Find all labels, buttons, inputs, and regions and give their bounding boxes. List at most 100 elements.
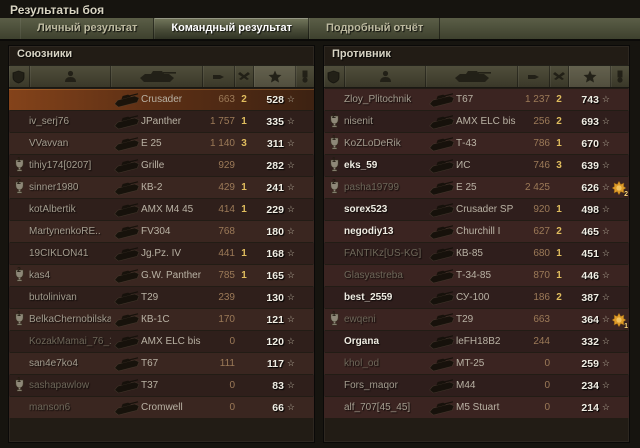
player-row[interactable]: KozakMamai_76_1 AMX ELC bis 0 120 ☆: [9, 331, 314, 352]
player-name: manson6: [29, 402, 71, 413]
medal-cell: [295, 155, 313, 176]
player-row[interactable]: MartynenkoRE.. FV304 768 180 ☆: [9, 221, 314, 242]
column-achievements[interactable]: [611, 66, 629, 87]
xp-value: 332: [581, 335, 599, 348]
tab-team-result[interactable]: Командный результат: [154, 18, 309, 39]
xp-value: 693: [581, 115, 599, 128]
xp-star-icon: ☆: [286, 226, 295, 236]
xp-value: 259: [581, 357, 599, 370]
player-name: nisenit: [344, 116, 373, 127]
medal-cell: [295, 309, 313, 330]
player-row[interactable]: 1 ewqeni T29 663 364 ☆ 1: [324, 309, 629, 330]
medal-cell: [610, 133, 628, 154]
column-experience[interactable]: [568, 66, 612, 87]
player-row[interactable]: manson6 Cromwell 0 66 ☆: [9, 397, 314, 418]
xp-star-icon: ☆: [286, 248, 295, 258]
frags-value: 2: [556, 226, 562, 237]
column-experience[interactable]: [253, 66, 297, 87]
column-damage[interactable]: [203, 66, 236, 87]
player-row[interactable]: 1 BelkaChernobilskay КВ-1С 170 121 ☆: [9, 309, 314, 330]
column-clan[interactable]: [324, 66, 345, 87]
player-row[interactable]: alf_707[45_45] M5 Stuart 0 214 ☆: [324, 397, 629, 418]
player-row[interactable]: 1 KoZLoDeRik Т-43 786 1 670 ☆: [324, 133, 629, 154]
tank-icon: [111, 401, 141, 416]
player-row[interactable]: 2 nisenit AMX ELC bis 256 2 693 ☆: [324, 111, 629, 132]
tank-icon: [426, 335, 456, 350]
player-row[interactable]: 2 pasha19799 E 25 2 425 626 ☆ 2: [324, 177, 629, 198]
xp-value: 165: [266, 269, 284, 282]
tank-name: leFH18B2: [456, 336, 501, 347]
xp-star-icon: ☆: [286, 314, 295, 324]
tank-name: G.W. Panther: [141, 270, 202, 281]
tank-name: Т-34-85: [456, 270, 492, 281]
player-row[interactable]: 1 sashapawlow T37 0 83 ☆: [9, 375, 314, 396]
player-row[interactable]: Glasyastreba Т-34-85 870 1 446 ☆: [324, 265, 629, 286]
vehicle-cell: AMX ELC bis: [111, 331, 203, 352]
player-row[interactable]: Zloy_Plitochnik T67 1 237 2 743 ☆: [324, 89, 629, 110]
player-row[interactable]: sorex523 Crusader SP 920 1 498 ☆: [324, 199, 629, 220]
frags-value: 1: [556, 204, 562, 215]
damage-value: 786: [533, 138, 550, 149]
medal-cell: [610, 287, 628, 308]
enemies-panel: Противник Zloy_Plitochnik: [323, 45, 630, 443]
vehicle-cell: T67: [426, 89, 518, 110]
player-row[interactable]: kotAlbertik AMX M4 45 414 1 229 ☆: [9, 199, 314, 220]
vehicle-cell: FV304: [111, 221, 203, 242]
player-name: Fors_maqor: [344, 380, 398, 391]
column-frags[interactable]: [550, 66, 569, 87]
column-player[interactable]: [30, 66, 112, 87]
column-damage[interactable]: [518, 66, 551, 87]
vehicle-cell: M44: [426, 375, 518, 396]
class-badge: [9, 133, 29, 154]
player-row[interactable]: 1 tihiy174[0207] Grille 929 282 ☆: [9, 155, 314, 176]
player-row[interactable]: Crusader 663 2 528 ☆: [9, 89, 314, 110]
player-name: best_2559: [344, 292, 393, 303]
player-row[interactable]: FANTIKz[US-KG] КВ-85 680 1 451 ☆: [324, 243, 629, 264]
xp-value: 214: [581, 401, 599, 414]
player-row[interactable]: 2 kas4 G.W. Panther 785 1 165 ☆: [9, 265, 314, 286]
player-icon: [379, 70, 391, 82]
tank-icon: [111, 137, 141, 152]
player-row[interactable]: Organa leFH18B2 244 332 ☆: [324, 331, 629, 352]
tank-name: Cromwell: [141, 402, 183, 413]
player-row[interactable]: khol_od MT-25 0 259 ☆: [324, 353, 629, 374]
tab-personal-result[interactable]: Личный результат: [20, 18, 155, 39]
player-name: FANTIKz[US-KG]: [344, 248, 422, 259]
class-badge-number: 2: [332, 179, 336, 186]
tank-name: Т-43: [456, 138, 477, 149]
player-row[interactable]: 2 sinner1980 КВ-2 429 1 241 ☆: [9, 177, 314, 198]
column-vehicle[interactable]: [111, 66, 203, 87]
vehicle-cell: T29: [426, 309, 518, 330]
xp-value: 130: [266, 291, 284, 304]
damage-value: 746: [533, 160, 550, 171]
player-row[interactable]: Fors_maqor M44 0 234 ☆: [324, 375, 629, 396]
player-row[interactable]: best_2559 СУ-100 186 2 387 ☆: [324, 287, 629, 308]
class-badge: [324, 265, 344, 286]
vehicle-cell: КВ-2: [111, 177, 203, 198]
medal-cell: [295, 221, 313, 242]
medal-cell: [295, 199, 313, 220]
player-row[interactable]: iv_serj76 JPanther 1 757 1 335 ☆: [9, 111, 314, 132]
column-player[interactable]: [345, 66, 427, 87]
player-name: MartynenkoRE..: [29, 226, 101, 237]
vehicle-cell: T37: [111, 375, 203, 396]
column-clan[interactable]: [9, 66, 30, 87]
damage-value: 0: [544, 402, 550, 413]
column-vehicle[interactable]: [426, 66, 518, 87]
player-row[interactable]: 1 eks_59 ИС 746 3 639 ☆: [324, 155, 629, 176]
frags-value: 1: [556, 248, 562, 259]
player-row[interactable]: 19CIKLON41 Jg.Pz. IV 441 1 168 ☆: [9, 243, 314, 264]
player-row[interactable]: negodiy13 Churchill I 627 2 465 ☆: [324, 221, 629, 242]
column-frags[interactable]: [235, 66, 254, 87]
medal-cell: [295, 287, 313, 308]
player-row[interactable]: butolinivan T29 239 130 ☆: [9, 287, 314, 308]
tank-icon: [111, 357, 141, 372]
epic-medal-number: 1: [624, 323, 628, 330]
frags-value: 1: [241, 204, 247, 215]
tank-icon: [111, 313, 141, 328]
column-achievements[interactable]: [296, 66, 314, 87]
tab-detailed-report[interactable]: Подробный отчёт: [308, 18, 441, 39]
player-row[interactable]: VVavvan E 25 1 140 3 311 ☆: [9, 133, 314, 154]
player-row[interactable]: san4e7ko4 T67 111 117 ☆: [9, 353, 314, 374]
clan-shield-icon: [327, 69, 340, 84]
